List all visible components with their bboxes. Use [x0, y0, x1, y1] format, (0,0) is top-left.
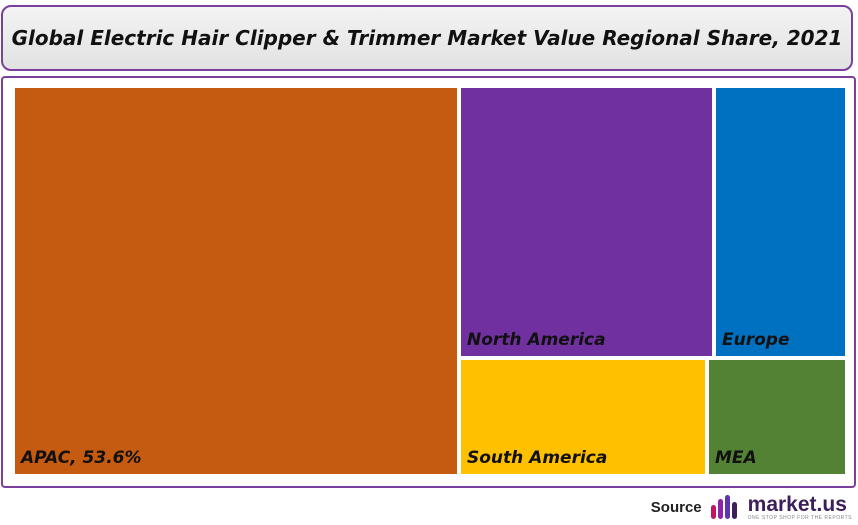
- treemap-label-europe: Europe: [722, 330, 790, 350]
- treemap-cell-mea: MEA: [707, 358, 847, 476]
- logo-name: market.us: [747, 492, 847, 516]
- source-label: Source: [650, 498, 702, 516]
- treemap-label-apac: APAC, 53.6%: [21, 448, 142, 468]
- market-us-logo-icon: [710, 494, 740, 520]
- logo-tagline: ONE STOP SHOP FOR THE REPORTS: [747, 514, 852, 521]
- treemap-cell-south-america: South America: [459, 358, 707, 476]
- source-footer: Source market.us ONE STOP SHOP FOR THE R…: [651, 493, 852, 521]
- treemap-cell-europe: Europe: [714, 86, 847, 358]
- treemap-cell-north-america: North America: [459, 86, 714, 358]
- treemap-cell-apac: APAC, 53.6%: [13, 86, 459, 476]
- chart-title-box: Global Electric Hair Clipper & Trimmer M…: [1, 5, 853, 71]
- logo-wordmark: market.us ONE STOP SHOP FOR THE REPORTS: [748, 494, 852, 521]
- treemap-chart: APAC, 53.6% North America Europe South Amer…: [1, 76, 856, 488]
- treemap-label-mea: MEA: [715, 448, 757, 468]
- treemap-label-north-america: North America: [467, 330, 606, 350]
- chart-title: Global Electric Hair Clipper & Trimmer M…: [11, 26, 843, 50]
- treemap-label-south-america: South America: [467, 448, 608, 468]
